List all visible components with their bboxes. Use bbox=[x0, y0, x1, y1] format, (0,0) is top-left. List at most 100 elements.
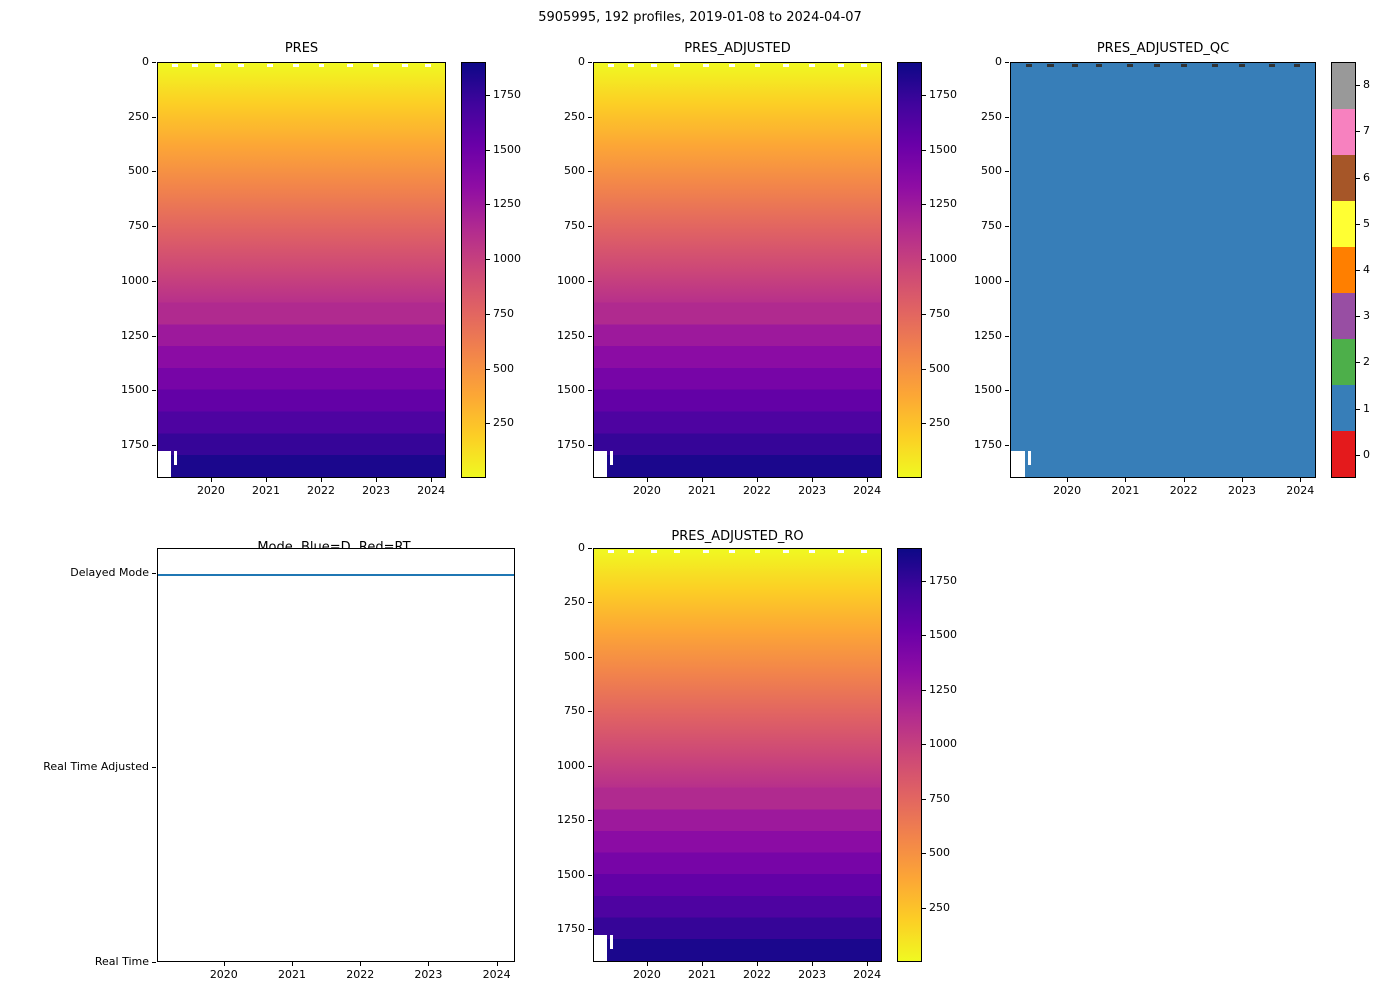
x-tick-mark bbox=[646, 962, 648, 966]
mode-tick-mark bbox=[152, 572, 156, 574]
x-tick-label: 2024 bbox=[1286, 484, 1315, 497]
x-tick-mark bbox=[757, 478, 759, 482]
missing-data-dash bbox=[703, 64, 709, 67]
qc-colorbar-tick-label: 0 bbox=[1363, 447, 1370, 461]
qc-colorbar-tick-mark bbox=[1356, 362, 1360, 364]
y-tick-label: 250 bbox=[128, 109, 149, 123]
y-tick-mark bbox=[152, 335, 156, 337]
x-tick-mark bbox=[431, 478, 433, 482]
colorbar-tick-mark bbox=[922, 744, 926, 746]
missing-data-dash bbox=[267, 64, 273, 67]
y-tick-label: 1500 bbox=[557, 867, 585, 881]
colorbar-tick-mark bbox=[486, 94, 490, 96]
mode-axis-label: Real Time bbox=[94, 955, 149, 968]
missing-data-dash bbox=[1269, 64, 1276, 67]
x-tick-label: 2021 bbox=[251, 484, 280, 497]
x-tick-mark bbox=[1241, 478, 1243, 482]
missing-data-dash bbox=[628, 550, 635, 553]
colorbar-tick-label: 750 bbox=[929, 306, 950, 320]
y-tick-mark bbox=[1005, 390, 1009, 392]
y-tick-mark bbox=[152, 280, 156, 282]
x-tick-mark bbox=[1067, 478, 1069, 482]
x-tick-mark bbox=[1183, 478, 1185, 482]
missing-data-dash bbox=[728, 550, 735, 553]
x-tick-mark bbox=[867, 478, 869, 482]
x-tick-mark bbox=[496, 962, 498, 966]
y-tick-label: 0 bbox=[578, 55, 585, 68]
x-tick-label: 2021 bbox=[687, 968, 716, 981]
colorbar-tick-mark bbox=[922, 204, 926, 206]
x-tick-mark bbox=[1125, 478, 1127, 482]
x-tick-mark bbox=[646, 478, 648, 482]
colorbar-tick-label: 1750 bbox=[493, 87, 521, 101]
y-tick-label: 1000 bbox=[557, 273, 585, 287]
colorbar-tick-label: 1000 bbox=[493, 252, 521, 266]
missing-data-dash bbox=[809, 64, 815, 67]
y-tick-mark bbox=[152, 445, 156, 447]
colorbar-tick-mark bbox=[922, 94, 926, 96]
x-tick-label: 2024 bbox=[853, 484, 882, 497]
qc-colorbar-tick-label: 5 bbox=[1363, 216, 1370, 230]
y-tick-mark bbox=[588, 929, 592, 931]
colorbar-tick-mark bbox=[922, 313, 926, 315]
x-tick-label: 2024 bbox=[417, 484, 446, 497]
x-tick-label: 2023 bbox=[414, 968, 443, 981]
x-tick-label: 2020 bbox=[632, 968, 661, 981]
qc-colorbar-tick-label: 6 bbox=[1363, 170, 1370, 184]
y-tick-label: 1750 bbox=[557, 922, 585, 936]
colorbar-tick-label: 250 bbox=[493, 416, 514, 430]
y-tick-label: 500 bbox=[564, 164, 585, 178]
y-tick-mark bbox=[588, 335, 592, 337]
shallow-profile-sliver bbox=[609, 450, 614, 466]
missing-data-dash bbox=[608, 550, 615, 553]
qc-colorbar-segment bbox=[1332, 63, 1355, 109]
colorbar-tick-mark bbox=[922, 853, 926, 855]
colorbar-tick-mark bbox=[922, 907, 926, 909]
y-tick-mark bbox=[1005, 171, 1009, 173]
x-tick-mark bbox=[1300, 478, 1302, 482]
x-tick-label: 2020 bbox=[209, 968, 238, 981]
pres-adjusted-qc-title: PRES_ADJUSTED_QC bbox=[1096, 41, 1230, 56]
qc-colorbar-segment bbox=[1332, 201, 1355, 247]
y-tick-mark bbox=[588, 116, 592, 118]
y-tick-label: 500 bbox=[564, 649, 585, 663]
y-tick-mark bbox=[152, 226, 156, 228]
qc-colorbar-segment bbox=[1332, 109, 1355, 155]
y-tick-label: 0 bbox=[142, 55, 149, 68]
y-tick-mark bbox=[1005, 62, 1009, 63]
x-tick-mark bbox=[321, 478, 323, 482]
y-tick-label: 1500 bbox=[974, 383, 1002, 397]
mode-tick-mark bbox=[152, 962, 156, 963]
missing-data-dash bbox=[1096, 64, 1103, 67]
x-tick-label: 2021 bbox=[278, 968, 307, 981]
qc-colorbar-tick-mark bbox=[1356, 177, 1360, 179]
qc-colorbar-tick-mark bbox=[1356, 223, 1360, 225]
missing-data-dash bbox=[1211, 64, 1218, 67]
missing-data-dash bbox=[783, 64, 790, 67]
y-tick-mark bbox=[588, 656, 592, 658]
qc-colorbar-segment bbox=[1332, 339, 1355, 385]
y-tick-label: 1500 bbox=[557, 383, 585, 397]
figure-title: 5905995, 192 profiles, 2019-01-08 to 202… bbox=[538, 10, 862, 25]
x-tick-label: 2023 bbox=[362, 484, 391, 497]
y-tick-label: 1000 bbox=[557, 758, 585, 772]
y-tick-mark bbox=[588, 711, 592, 713]
y-tick-mark bbox=[152, 62, 156, 63]
colorbar-tick-mark bbox=[486, 368, 490, 370]
y-tick-mark bbox=[588, 171, 592, 173]
y-tick-mark bbox=[588, 874, 592, 876]
y-tick-mark bbox=[152, 171, 156, 173]
y-tick-label: 750 bbox=[981, 219, 1002, 233]
y-tick-label: 250 bbox=[981, 109, 1002, 123]
y-tick-label: 1750 bbox=[121, 438, 149, 452]
colorbar-tick-label: 500 bbox=[493, 361, 514, 375]
y-tick-mark bbox=[1005, 445, 1009, 447]
qc-colorbar-tick-label: 3 bbox=[1363, 309, 1370, 323]
pres-adjusted-ro-title: PRES_ADJUSTED_RO bbox=[671, 529, 804, 544]
colorbar-tick-label: 1500 bbox=[493, 142, 521, 156]
qc-colorbar-tick-label: 2 bbox=[1363, 355, 1370, 369]
x-tick-label: 2022 bbox=[743, 484, 772, 497]
missing-data-dash bbox=[172, 64, 179, 67]
missing-data-dash bbox=[1239, 64, 1246, 67]
y-tick-label: 250 bbox=[564, 109, 585, 123]
